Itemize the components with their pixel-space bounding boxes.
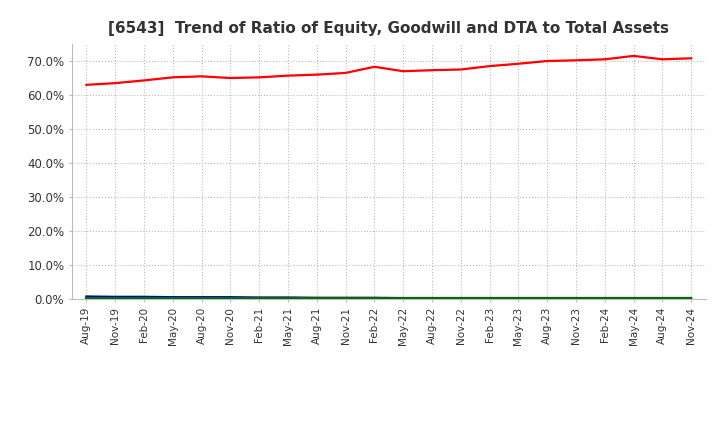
Goodwill [197,294,206,300]
Goodwill [658,296,667,301]
Equity [687,55,696,61]
Equity [428,68,436,73]
Deferred Tax Assets [312,296,321,301]
Goodwill [572,296,580,301]
Deferred Tax Assets [428,296,436,301]
Equity [543,59,552,64]
Deferred Tax Assets [485,296,494,301]
Line: Goodwill: Goodwill [86,297,691,298]
Goodwill [370,295,379,301]
Deferred Tax Assets [168,296,177,301]
Goodwill [428,296,436,301]
Title: [6543]  Trend of Ratio of Equity, Goodwill and DTA to Total Assets: [6543] Trend of Ratio of Equity, Goodwil… [108,21,670,36]
Equity [456,67,465,72]
Deferred Tax Assets [140,296,148,301]
Equity [82,82,91,88]
Deferred Tax Assets [687,296,696,301]
Deferred Tax Assets [341,296,350,301]
Goodwill [82,294,91,299]
Goodwill [111,294,120,300]
Deferred Tax Assets [456,296,465,301]
Goodwill [485,296,494,301]
Deferred Tax Assets [111,296,120,301]
Equity [658,57,667,62]
Goodwill [600,296,609,301]
Deferred Tax Assets [284,296,292,301]
Goodwill [543,296,552,301]
Goodwill [312,295,321,301]
Equity [284,73,292,78]
Legend: Equity, Goodwill, Deferred Tax Assets: Equity, Goodwill, Deferred Tax Assets [194,438,584,440]
Deferred Tax Assets [255,296,264,301]
Deferred Tax Assets [226,296,235,301]
Deferred Tax Assets [543,296,552,301]
Equity [600,57,609,62]
Deferred Tax Assets [82,296,91,301]
Goodwill [284,295,292,300]
Goodwill [140,294,148,300]
Equity [226,75,235,81]
Goodwill [456,296,465,301]
Equity [341,70,350,76]
Equity [514,61,523,66]
Equity [629,53,638,59]
Deferred Tax Assets [629,296,638,301]
Equity [140,78,148,83]
Equity [197,73,206,79]
Goodwill [399,296,408,301]
Deferred Tax Assets [370,296,379,301]
Equity [111,81,120,86]
Goodwill [255,295,264,300]
Equity [312,72,321,77]
Deferred Tax Assets [514,296,523,301]
Goodwill [629,296,638,301]
Goodwill [341,295,350,301]
Deferred Tax Assets [658,296,667,301]
Equity [485,63,494,69]
Goodwill [226,294,235,300]
Equity [572,58,580,63]
Goodwill [514,296,523,301]
Deferred Tax Assets [399,296,408,301]
Equity [399,69,408,74]
Deferred Tax Assets [572,296,580,301]
Equity [370,64,379,70]
Equity [255,75,264,80]
Equity [168,75,177,80]
Deferred Tax Assets [197,296,206,301]
Goodwill [687,296,696,301]
Deferred Tax Assets [600,296,609,301]
Goodwill [168,294,177,300]
Line: Equity: Equity [86,56,691,85]
